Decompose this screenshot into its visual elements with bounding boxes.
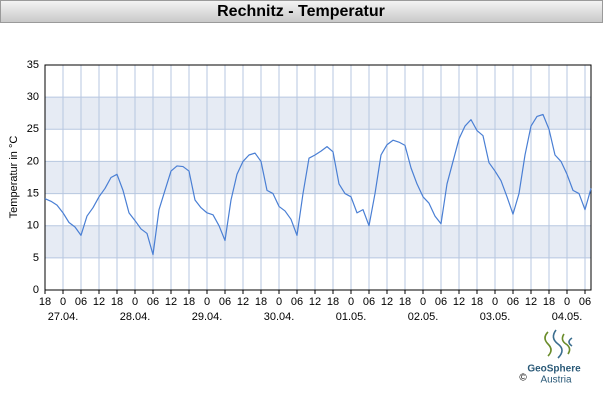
x-tick-label: 18 bbox=[327, 296, 339, 308]
logo-sub: Austria bbox=[540, 375, 572, 386]
x-tick-label: 18 bbox=[39, 296, 51, 308]
x-tick-label: 12 bbox=[525, 296, 537, 308]
x-tick-label: 12 bbox=[453, 296, 465, 308]
x-date-label: 01.05. bbox=[336, 311, 367, 323]
x-tick-label: 18 bbox=[255, 296, 267, 308]
x-date-label: 29.04. bbox=[192, 311, 223, 323]
x-tick-label: 06 bbox=[147, 296, 159, 308]
x-tick-label: 12 bbox=[309, 296, 321, 308]
x-date-label: 30.04. bbox=[264, 311, 295, 323]
logo-name: GeoSphere bbox=[527, 364, 581, 375]
x-tick-label: 06 bbox=[579, 296, 591, 308]
grid-band bbox=[45, 161, 591, 194]
data-line bbox=[44, 113, 592, 256]
x-tick-label: 06 bbox=[507, 296, 519, 308]
x-tick-label: 18 bbox=[399, 296, 411, 308]
y-tick-label: 0 bbox=[33, 284, 39, 296]
grid-band bbox=[45, 97, 591, 130]
x-tick-label: 12 bbox=[381, 296, 393, 308]
x-tick-label: 18 bbox=[543, 296, 555, 308]
x-tick-label: 0 bbox=[420, 296, 426, 308]
y-tick-label: 15 bbox=[27, 187, 39, 199]
x-date-label: 04.05. bbox=[552, 311, 583, 323]
y-tick-label: 5 bbox=[33, 252, 39, 264]
y-tick-label: 20 bbox=[27, 155, 39, 167]
x-tick-label: 0 bbox=[276, 296, 282, 308]
x-date-label: 28.04. bbox=[120, 311, 151, 323]
grid-band bbox=[45, 225, 591, 258]
copyright: © bbox=[519, 373, 527, 384]
y-tick-label: 30 bbox=[27, 91, 39, 103]
chart-title: Rechnitz - Temperatur bbox=[217, 3, 385, 20]
x-tick-label: 18 bbox=[183, 296, 195, 308]
x-tick-label: 0 bbox=[204, 296, 210, 308]
plot-frame bbox=[44, 64, 592, 291]
x-tick-label: 0 bbox=[564, 296, 570, 308]
y-tick-label: 35 bbox=[27, 59, 39, 71]
x-date-label: 27.04. bbox=[48, 311, 79, 323]
x-tick-label: 12 bbox=[93, 296, 105, 308]
x-date-label: 03.05. bbox=[480, 311, 511, 323]
logo: GeoSphere Austria © bbox=[519, 329, 581, 386]
x-tick-label: 06 bbox=[219, 296, 231, 308]
x-tick-label: 18 bbox=[471, 296, 483, 308]
x-tick-label: 06 bbox=[435, 296, 447, 308]
y-tick-label: 10 bbox=[27, 220, 39, 232]
x-tick-label: 0 bbox=[492, 296, 498, 308]
y-tick-label: 25 bbox=[27, 123, 39, 135]
x-tick-label: 0 bbox=[132, 296, 138, 308]
y-axis-label: Temperatur in °C bbox=[8, 136, 20, 219]
x-tick-label: 06 bbox=[75, 296, 87, 308]
x-tick-label: 0 bbox=[60, 296, 66, 308]
x-tick-label: 18 bbox=[111, 296, 123, 308]
x-tick-label: 06 bbox=[291, 296, 303, 308]
x-tick-label: 0 bbox=[348, 296, 354, 308]
x-date-label: 02.05. bbox=[408, 311, 439, 323]
x-tick-label: 06 bbox=[363, 296, 375, 308]
x-tick-label: 12 bbox=[165, 296, 177, 308]
logo-icon bbox=[544, 329, 573, 359]
x-tick-label: 12 bbox=[237, 296, 249, 308]
